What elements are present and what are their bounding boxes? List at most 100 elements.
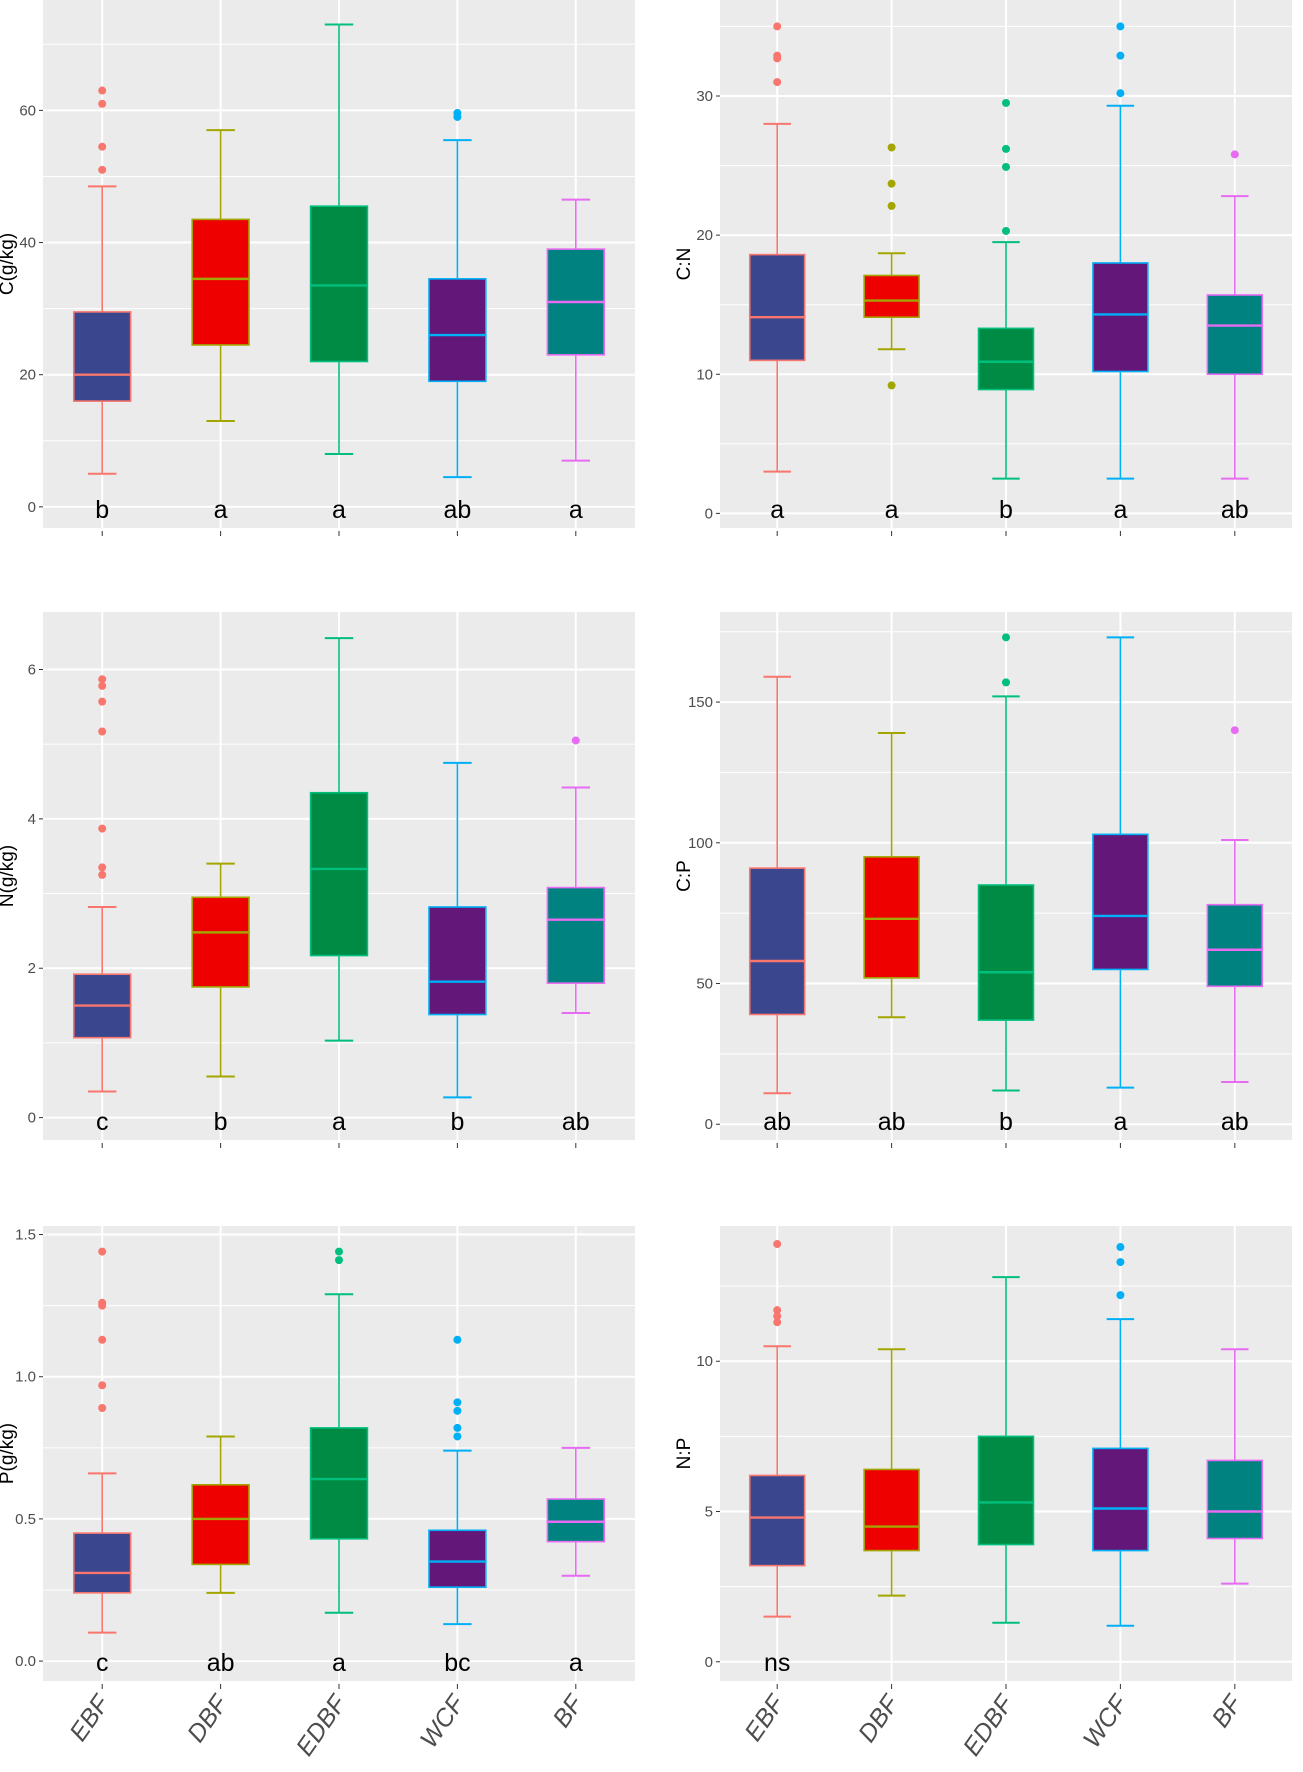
- y-axis-label: N:P: [674, 1438, 695, 1470]
- outlier-point: [773, 22, 782, 31]
- y-tick-label: 0: [28, 1110, 36, 1127]
- significance-letter: ab: [1221, 1108, 1249, 1136]
- box-iqr: [191, 896, 250, 988]
- significance-letter: b: [95, 496, 109, 524]
- outlier-point: [773, 51, 782, 60]
- y-tick-label: 30: [696, 88, 713, 105]
- box-edbf: b: [977, 633, 1035, 1136]
- box-iqr: [863, 274, 920, 319]
- outlier-point: [453, 1398, 462, 1407]
- significance-letter: a: [569, 496, 583, 524]
- y-tick-label: 0: [705, 505, 713, 522]
- outlier-point: [1116, 51, 1125, 60]
- outlier-point: [1002, 633, 1010, 642]
- y-tick-label: 0: [705, 1116, 713, 1133]
- outlier-point: [98, 824, 107, 833]
- significance-letter: ab: [562, 1108, 590, 1136]
- outlier-point: [98, 1335, 107, 1344]
- outlier-point: [335, 1256, 343, 1265]
- outlier-point: [1002, 226, 1010, 235]
- x-category-label: BF: [1206, 1689, 1248, 1733]
- outlier-point: [773, 1240, 782, 1249]
- significance-letter: bc: [444, 1649, 470, 1677]
- box-iqr: [309, 791, 369, 957]
- outlier-point: [98, 697, 107, 706]
- outlier-point: [773, 1318, 782, 1327]
- significance-letter: ab: [1221, 496, 1249, 524]
- box-edbf: a: [309, 23, 369, 524]
- x-category-label: DBF: [853, 1689, 906, 1747]
- y-tick-label: 0: [705, 1654, 713, 1671]
- box-iqr: [748, 1474, 806, 1567]
- outlier-point: [98, 1298, 107, 1307]
- significance-letter: a: [569, 1649, 583, 1677]
- outlier-point: [98, 86, 107, 95]
- outlier-point: [773, 1312, 782, 1321]
- box-iqr: [428, 906, 487, 1016]
- y-tick-label: 0.5: [15, 1511, 36, 1528]
- outlier-point: [1002, 678, 1010, 687]
- box-wcf: a: [1092, 636, 1149, 1136]
- box-iqr: [546, 1498, 606, 1543]
- outlier-point: [887, 201, 896, 210]
- y-tick-label: 40: [19, 235, 36, 252]
- outlier-point: [98, 1381, 107, 1390]
- box-bf: ab: [546, 736, 606, 1136]
- box-iqr: [977, 884, 1035, 1021]
- outlier-point: [773, 78, 782, 87]
- y-tick-label: 20: [696, 227, 713, 244]
- box-dbf: ab: [863, 732, 920, 1136]
- outlier-point: [98, 142, 107, 151]
- significance-letter: a: [214, 496, 228, 524]
- y-tick-label: 100: [688, 835, 713, 852]
- y-axis-label: N(g/kg): [0, 845, 18, 907]
- box-wcf: ab: [428, 109, 487, 524]
- x-category-label: EBF: [739, 1689, 791, 1746]
- outlier-point: [98, 1247, 107, 1256]
- significance-letter: a: [332, 1649, 346, 1677]
- box-ebf: a: [748, 22, 806, 524]
- box-bf: ab: [1206, 726, 1264, 1136]
- y-tick-label: 60: [19, 102, 36, 119]
- outlier-point: [98, 727, 107, 736]
- significance-letter: ab: [763, 1108, 791, 1136]
- outlier-point: [1002, 162, 1010, 171]
- outlier-point: [453, 1335, 462, 1344]
- box-iqr: [863, 856, 920, 979]
- outlier-point: [98, 165, 107, 174]
- outlier-point: [1002, 144, 1010, 153]
- box-ebf: b: [72, 86, 132, 524]
- outlier-point: [1116, 1243, 1125, 1252]
- y-tick-label: 2: [28, 960, 36, 977]
- outlier-point: [1230, 726, 1239, 735]
- significance-letter: a: [332, 1108, 346, 1136]
- outlier-point: [1002, 98, 1010, 107]
- outlier-point: [98, 863, 107, 872]
- box-iqr: [72, 1532, 132, 1594]
- significance-letter: ab: [878, 1108, 906, 1136]
- significance-letter: a: [885, 496, 899, 524]
- box-wcf: b: [428, 761, 487, 1136]
- box-iqr: [546, 886, 606, 984]
- y-tick-label: 20: [19, 367, 36, 384]
- significance-letter: b: [214, 1108, 228, 1136]
- y-tick-label: 150: [688, 694, 713, 711]
- significance-letter: b: [999, 1108, 1013, 1136]
- outlier-point: [1230, 150, 1239, 159]
- box-wcf: a: [1092, 22, 1149, 524]
- outlier-point: [1116, 22, 1125, 31]
- outlier-point: [1116, 1258, 1125, 1267]
- box-iqr: [977, 327, 1035, 391]
- box-iqr: [1092, 262, 1149, 373]
- x-category-label: WCF: [1078, 1689, 1135, 1753]
- outlier-point: [98, 681, 107, 690]
- outlier-point: [98, 675, 107, 684]
- box-bf: a: [546, 198, 606, 524]
- box-dbf: b: [191, 862, 250, 1136]
- y-tick-label: 5: [705, 1504, 713, 1521]
- significance-letter: b: [450, 1108, 464, 1136]
- significance-letter: a: [332, 496, 346, 524]
- box-dbf: a: [191, 129, 250, 524]
